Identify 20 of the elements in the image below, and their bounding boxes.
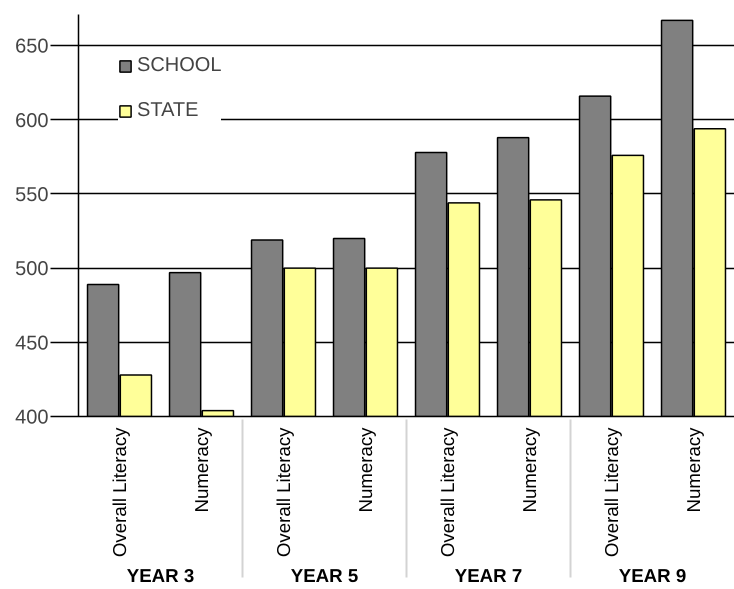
text: YEAR 7: [454, 565, 522, 586]
legend-label: STATE: [137, 99, 198, 122]
x-tick-label: Overall Literacy: [437, 426, 458, 558]
text: YEAR 5: [290, 565, 358, 586]
x-tick-label: Numeracy: [519, 426, 540, 513]
legend-label: SCHOOL: [137, 54, 222, 77]
x-tick-label: Overall Literacy: [273, 426, 294, 558]
x-tick-label: Numeracy: [191, 426, 212, 513]
y-tick-label: 450: [15, 332, 49, 354]
y-tick-label: 400: [15, 406, 49, 428]
y-tick-label: 550: [15, 184, 49, 206]
text: YEAR 9: [618, 565, 686, 586]
x-tick-label: Overall Literacy: [601, 426, 622, 558]
x-tick-label: Numeracy: [355, 426, 376, 513]
y-tick-label: 500: [15, 258, 49, 280]
y-tick-label: 600: [15, 110, 49, 132]
y-tick-label: 650: [15, 36, 49, 58]
x-tick-label: Overall Literacy: [109, 426, 130, 558]
text: YEAR 3: [126, 565, 194, 586]
x-tick-label: Numeracy: [683, 426, 704, 513]
